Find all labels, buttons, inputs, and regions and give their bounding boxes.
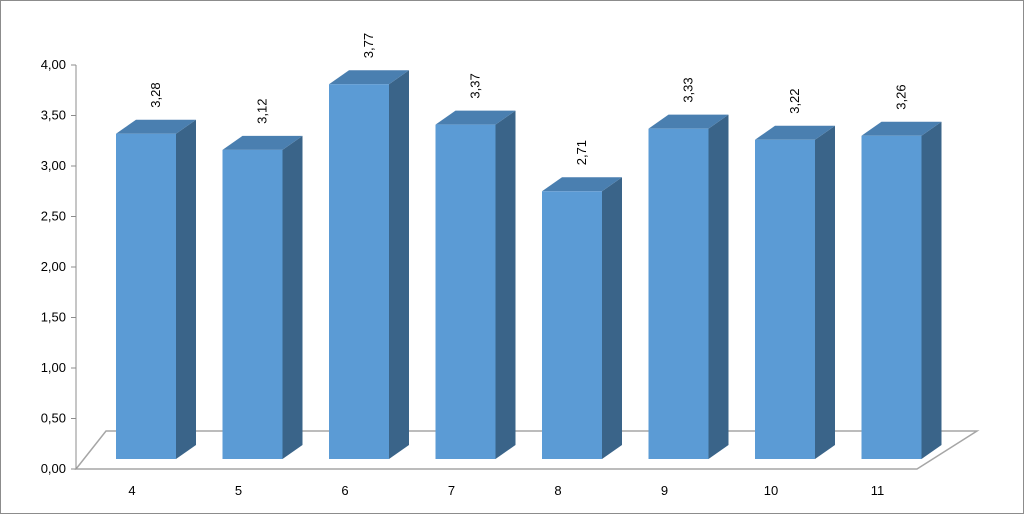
bar-front-face: [329, 84, 389, 459]
bar-side-face: [495, 110, 516, 459]
x-tick-label: 8: [554, 483, 561, 498]
bar-top-face: [435, 110, 516, 125]
x-tick-label: 9: [661, 483, 668, 498]
y-tick-label: 1,00: [41, 360, 66, 375]
bar: 3,77: [329, 33, 409, 459]
bar: 3,26: [861, 84, 942, 460]
bar: 3,28: [116, 82, 196, 459]
y-tick-label: 4,00: [41, 57, 66, 72]
bar-side-face: [921, 121, 942, 460]
chart-floor: [74, 430, 980, 470]
bar-side-face: [708, 114, 729, 460]
y-tick-label: 2,00: [41, 259, 66, 274]
data-label: 3,33: [681, 77, 696, 102]
x-tick-label: 10: [764, 483, 778, 498]
x-tick-label: 4: [128, 483, 135, 498]
bar-front-face: [116, 133, 176, 459]
bar-top-face: [116, 119, 196, 134]
y-tick-label: 0,50: [41, 411, 66, 426]
bar-side-face: [815, 125, 835, 459]
y-tick-label: 1,50: [41, 310, 66, 325]
data-label: 2,71: [574, 140, 589, 165]
bar-top-face: [648, 114, 729, 129]
bars: 3,28 3,12 3,77 3,37 2,71 3,33 3,22 3,26: [116, 33, 942, 460]
bar: 3,12: [222, 99, 303, 459]
data-label: 3,37: [468, 73, 483, 98]
bar-side-face: [602, 177, 622, 460]
x-tick-label: 7: [448, 483, 455, 498]
data-label: 3,28: [148, 82, 163, 107]
x-axis: 4 5 6 7 8 9 10 11: [128, 483, 884, 498]
bar-top-face: [861, 121, 942, 136]
floor-plane: [74, 430, 980, 470]
bar-top-face: [755, 125, 835, 140]
bar-front-face: [648, 128, 709, 460]
bar-side-face: [282, 135, 303, 459]
bar: 3,37: [435, 73, 516, 459]
bar-front-face: [861, 135, 922, 460]
y-tick-label: 2,50: [41, 209, 66, 224]
y-tick-label: 3,50: [41, 108, 66, 123]
bar: 3,33: [648, 77, 729, 460]
bar-side-face: [389, 70, 409, 459]
x-tick-label: 5: [235, 483, 242, 498]
bar-top-face: [222, 135, 303, 150]
x-tick-label: 11: [871, 483, 885, 498]
bar-front-face: [222, 149, 283, 459]
y-axis: 0,00 0,50 1,00 1,50 2,00 2,50 3,00 3,50 4,00: [41, 57, 77, 476]
bar-side-face: [176, 119, 196, 459]
bar-top-face: [542, 177, 622, 192]
bar-front-face: [542, 191, 602, 460]
y-tick-label: 3,00: [41, 158, 66, 173]
data-label: 3,12: [255, 99, 270, 124]
data-label: 3,26: [894, 84, 909, 109]
bar: 2,71: [542, 140, 622, 460]
bar-front-face: [755, 139, 815, 459]
data-label: 3,22: [787, 88, 802, 113]
x-tick-label: 6: [341, 483, 348, 498]
bar-top-face: [329, 70, 409, 85]
bar: 3,22: [755, 88, 835, 459]
y-tick-label: 0,00: [41, 461, 66, 476]
data-label: 3,77: [361, 33, 376, 58]
bar-front-face: [435, 124, 496, 459]
